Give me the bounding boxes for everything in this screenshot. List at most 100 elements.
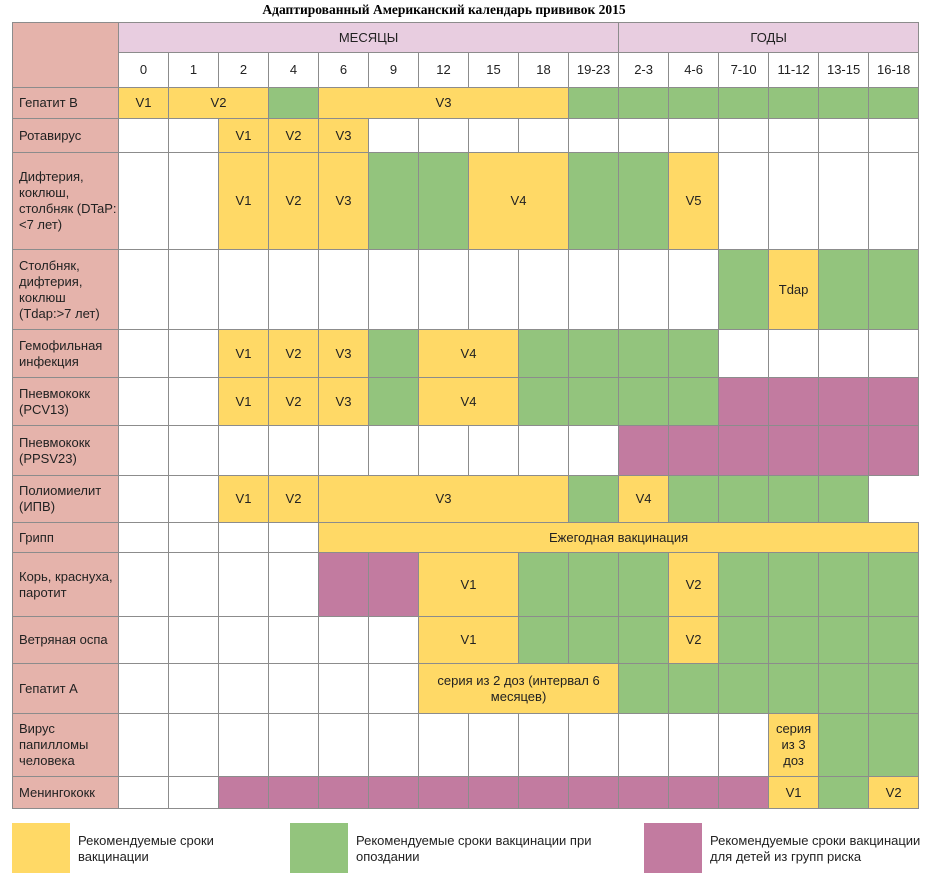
schedule-cell [567,152,620,250]
schedule-cell [718,249,770,330]
schedule-cell [368,329,419,378]
schedule-cell: V1 [768,776,820,809]
age-header-cell: 6 [318,52,369,88]
vaccine-name: Корь, краснуха, паротит [12,552,119,617]
schedule-cell [818,552,870,617]
age-header-cell: 7-10 [718,52,770,88]
vaccine-row: Корь, краснуха, паротит V1 V2 [12,552,920,617]
schedule-cell: V2 [268,475,319,523]
schedule-cell [368,616,419,664]
schedule-cell [518,118,569,153]
schedule-cell [268,713,319,777]
schedule-cell [368,118,419,153]
schedule-cell [168,663,219,714]
schedule-cell: V4 [418,377,519,426]
schedule-cell [118,329,169,378]
vaccine-row: Пневмококк (PCV13) V1 V2 V3 V4 [12,377,920,426]
schedule-cell [268,249,319,330]
schedule-cell [718,377,770,426]
legend-swatch-risk [644,823,702,873]
vaccine-name: Менингококк [12,776,119,809]
schedule-cell [368,425,419,476]
schedule-cell [418,118,469,153]
legend-label-risk: Рекомендуемые сроки вакцинации для детей… [710,833,921,864]
schedule-cell [718,616,770,664]
schedule-cell [518,776,569,809]
schedule-cell [818,425,870,476]
legend-item-catchup: Рекомендуемые сроки вакцинации при опозд… [290,823,620,873]
schedule-cell [768,616,820,664]
schedule-cell [618,776,670,809]
schedule-cell [268,663,319,714]
legend-swatch-recommended [12,823,70,873]
schedule-cell [318,776,369,809]
schedule-cell [468,713,519,777]
schedule-cell [768,329,820,378]
schedule-cell [618,329,670,378]
schedule-cell [418,776,469,809]
schedule-cell: V4 [418,329,519,378]
schedule-cell [618,118,670,153]
schedule-cell [618,616,670,664]
vaccine-row: Менингококк V1 V2 [12,776,920,809]
vaccine-name: Грипп [12,522,119,553]
schedule-cell: V3 [318,118,369,153]
schedule-cell [118,249,169,330]
schedule-cell: V3 [318,87,569,119]
schedule-cell [567,616,620,664]
schedule-cell [368,776,419,809]
schedule-cell [668,249,720,330]
schedule-cell [868,663,920,714]
schedule-cell [618,552,670,617]
schedule-cell: V1 [418,552,519,617]
schedule-cell [618,249,670,330]
schedule-cell [567,776,620,809]
age-header-cell: 2-3 [618,52,670,88]
vaccine-row: Грипп Ежегодная вакцинация [12,522,920,553]
schedule-cell [368,663,419,714]
schedule-cell [818,329,870,378]
schedule-cell [668,329,720,378]
schedule-cell: V2 [268,152,319,250]
schedule-cell [618,425,670,476]
schedule-cell [118,552,169,617]
header-age-row: 0 1 2 4 6 9 12 15 18 19-23 2-3 4-6 7-10 11-12 13-15 16-… [13,52,920,88]
age-header-cell: 4 [268,52,319,88]
age-header-cell: 16-18 [868,52,920,88]
schedule-cell: V5 [668,152,720,250]
schedule-cell: Ежегодная вакцинация [317,522,920,553]
schedule-cell [468,776,519,809]
vaccine-row: Гепатит А серия из 2 доз (интервал 6 меся… [12,663,920,714]
schedule-cell: V3 [318,377,369,426]
age-header-cell: 13-15 [818,52,870,88]
schedule-cell [868,713,920,777]
vaccine-name: Вирус папилломы человека [12,713,119,777]
schedule-cell: V2 [268,118,319,153]
schedule-cell [368,552,419,617]
schedule-cell [168,249,219,330]
schedule-cell [567,713,620,777]
schedule-cell [718,118,770,153]
schedule-cell [318,713,369,777]
schedule-cell [668,377,720,426]
schedule-cell [868,552,920,617]
schedule-cell [268,425,319,476]
schedule-cell [818,249,870,330]
header-group-row: МЕСЯЦЫ ГОДЫ [12,22,920,88]
schedule-cell [567,329,620,378]
schedule-cell: Tdap [768,249,820,330]
schedule-cell [368,377,419,426]
schedule-cell: V3 [318,152,369,250]
schedule-cell [668,425,720,476]
schedule-cell: V3 [318,329,369,378]
age-header-cell: 18 [518,52,569,88]
schedule-cell [868,118,920,153]
vaccine-row: Пневмококк (PPSV23) [12,425,920,476]
schedule-cell [218,776,269,809]
schedule-cell: V2 [668,552,720,617]
vaccine-row: Дифтерия, коклюш, столбняк (DTaP:<7 лет)… [12,152,920,250]
schedule-cell [168,713,219,777]
schedule-cell [218,663,269,714]
schedule-cell [468,118,519,153]
schedule-cell [168,152,219,250]
